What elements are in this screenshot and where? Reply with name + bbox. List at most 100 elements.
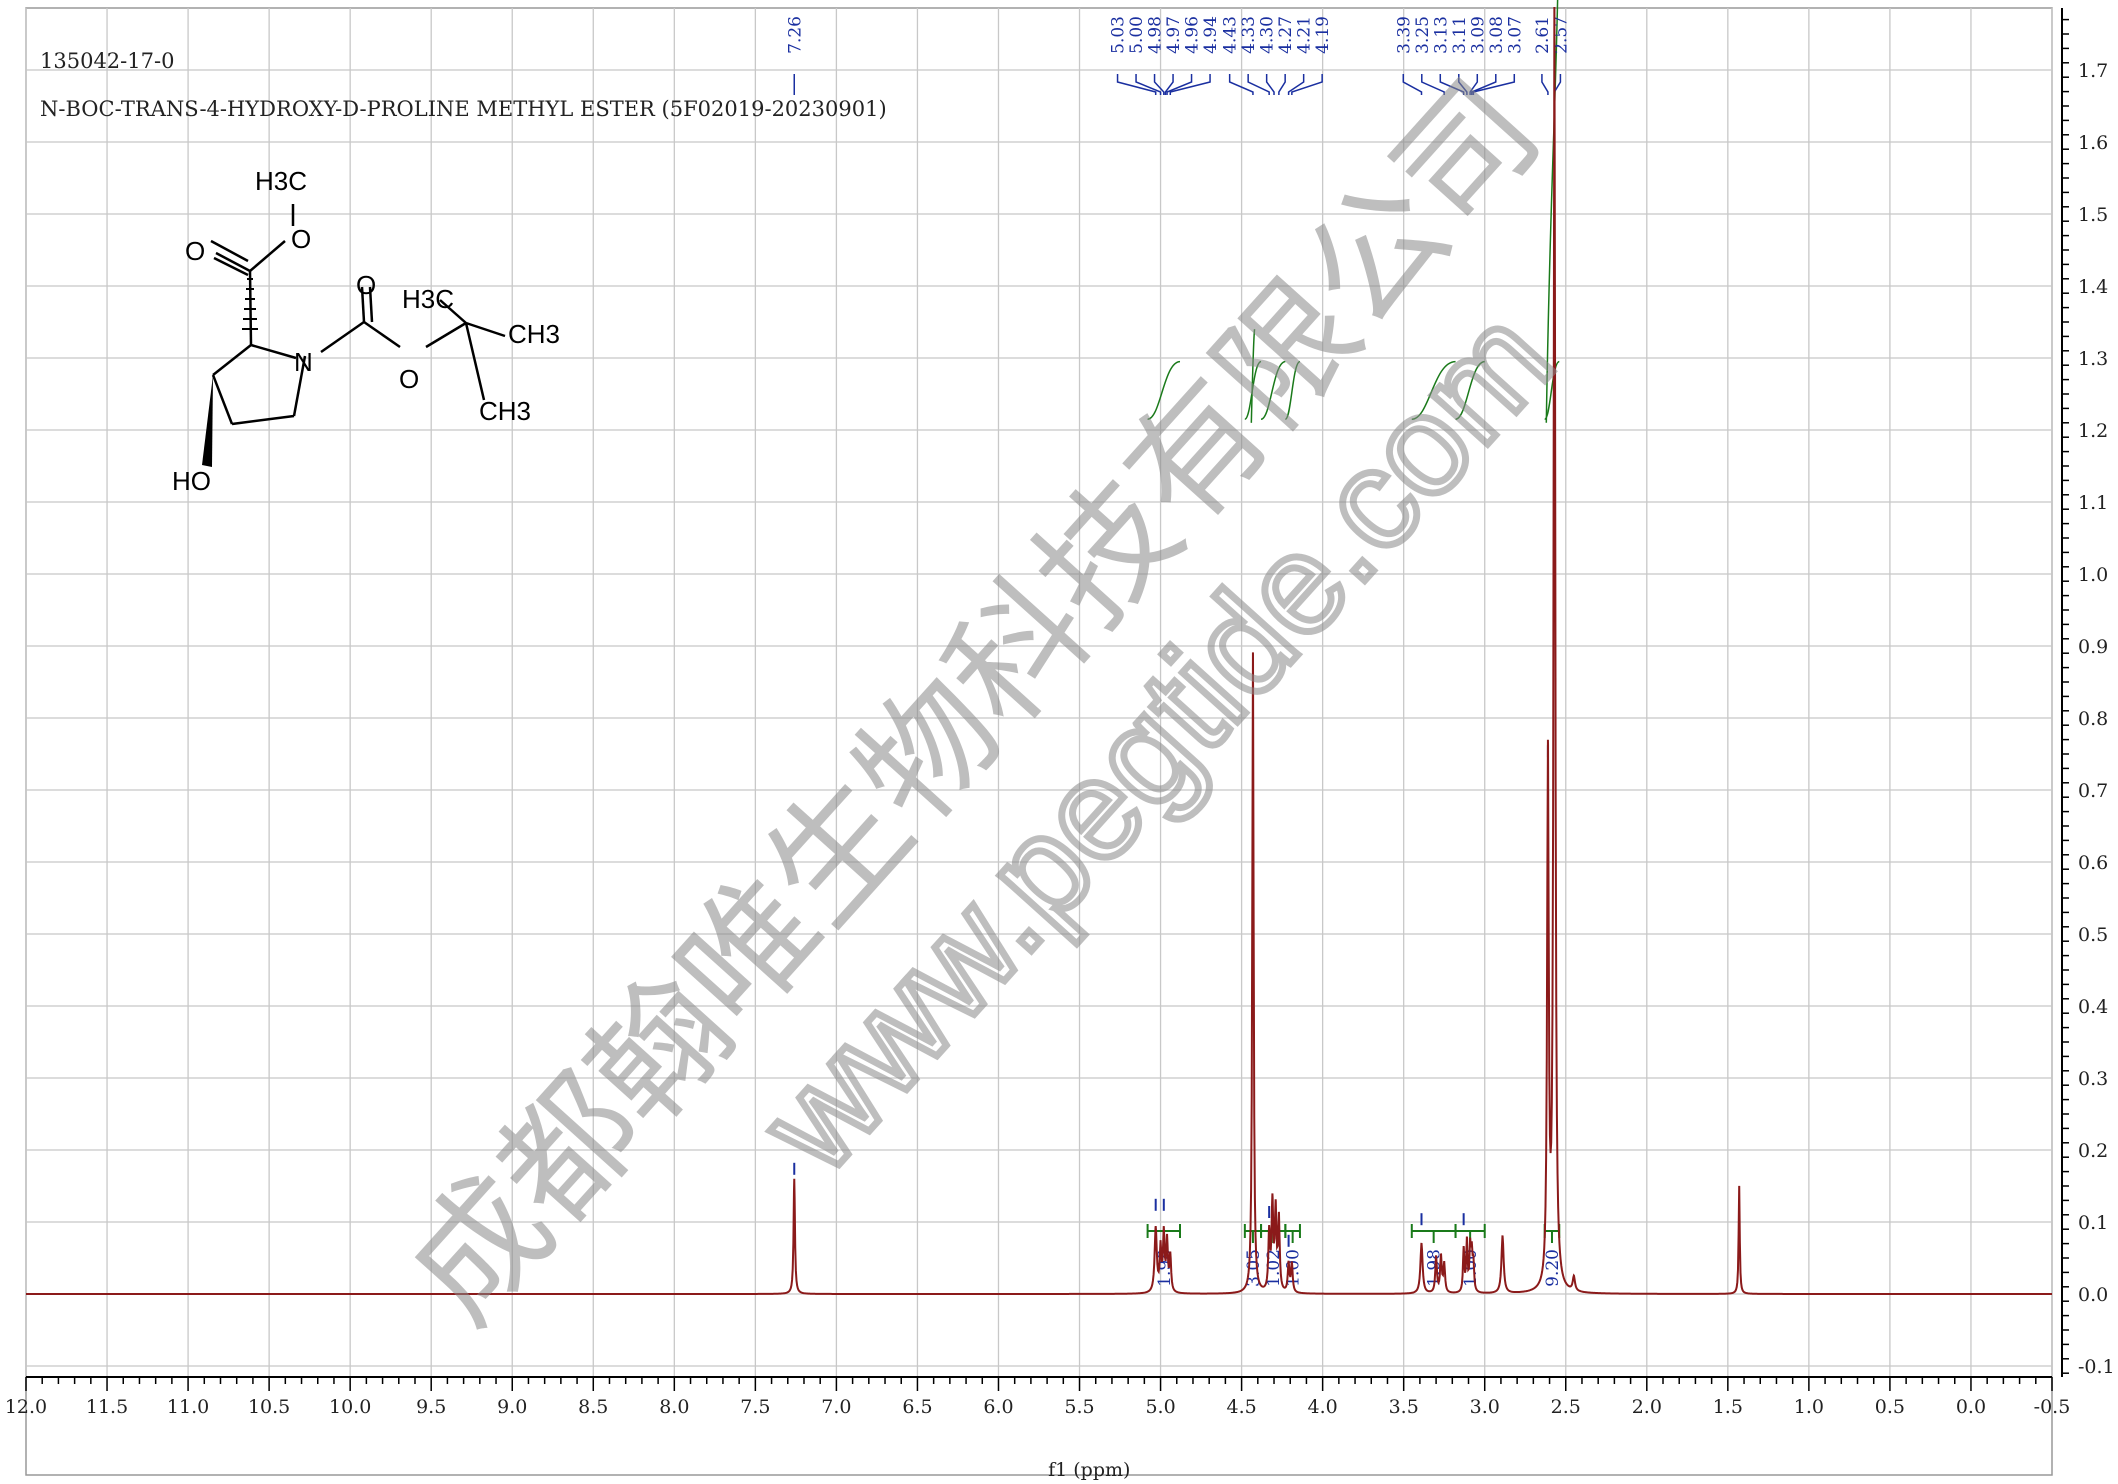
peak-label-connector [1247, 74, 1270, 95]
peak-label-connector [1228, 74, 1254, 95]
x-tick-label: 3.0 [1470, 1396, 1500, 1418]
peak-label-connector [1541, 74, 1549, 95]
peak-label: 4.94 [1201, 16, 1221, 54]
y-tick-label: 0.2 [2078, 1140, 2108, 1162]
molecule-wedges [202, 375, 213, 467]
x-tick-label: 6.0 [983, 1396, 1013, 1418]
x-tick-label: 12.0 [5, 1396, 47, 1418]
y-tick-label: 1.1 [2078, 492, 2108, 514]
x-tick-label: 1.0 [1794, 1396, 1824, 1418]
x-tick-label: 7.5 [740, 1396, 770, 1418]
peak-label: 2.61 [1533, 16, 1553, 54]
peak-label: 4.30 [1258, 16, 1278, 54]
compound-name: N-BOC-TRANS-4-HYDROXY-D-PROLINE METHYL E… [40, 97, 887, 121]
peak-label: 3.07 [1505, 16, 1525, 54]
y-tick-label: 1.7 [2078, 60, 2108, 82]
atom-label: O [399, 364, 419, 394]
x-tick-label: 8.0 [659, 1396, 689, 1418]
x-tick-label: 5.5 [1064, 1396, 1094, 1418]
y-tick-label: 0.7 [2078, 780, 2108, 802]
peak-label-connector [1439, 74, 1465, 95]
integral-curve [1284, 360, 1301, 420]
x-tick-label: 0.0 [1956, 1396, 1986, 1418]
peak-label: 3.08 [1487, 16, 1507, 54]
x-tick-label: 2.5 [1551, 1396, 1581, 1418]
peak-label: 4.97 [1164, 16, 1184, 54]
x-axis-label: f1 (ppm) [1048, 1459, 1130, 1481]
molecule-hash-bond [242, 278, 258, 330]
peak-label: 4.21 [1295, 16, 1315, 54]
peak-label-connector [1166, 74, 1193, 95]
grid [25, 7, 2053, 1476]
molecule-structure [210, 204, 506, 426]
peak-label-connector [1471, 74, 1497, 95]
peak-label: 2.57 [1551, 16, 1571, 54]
peak-label-connector [1153, 74, 1165, 95]
y-axis: 1.7 1.6 1.5 1.4 1.3 1.2 1.1 1.0 0.9 0.8 0.7 0.6 0.5 0… [2061, 8, 2115, 1378]
x-tick-label: 8.5 [578, 1396, 608, 1418]
y-tick-label: 1.3 [2078, 348, 2108, 370]
integral-curve [1250, 329, 1256, 423]
x-tick-label: 4.0 [1308, 1396, 1338, 1418]
peak-label-connector [1421, 74, 1445, 95]
y-tick-label: 0.1 [2078, 1212, 2108, 1234]
atom-label: O [356, 270, 376, 300]
x-tick-label: 2.0 [1632, 1396, 1662, 1418]
integral-value: 1.00 [1284, 1249, 1304, 1287]
peak-label-connector [1265, 74, 1275, 95]
peak-label-connector [1469, 74, 1479, 95]
integral-value: 9.20 [1543, 1249, 1563, 1287]
y-tick-label: 0.8 [2078, 708, 2108, 730]
x-tick-label: 1.5 [1713, 1396, 1743, 1418]
y-tick-label: 1.2 [2078, 420, 2108, 442]
x-tick-label: 9.0 [497, 1396, 527, 1418]
x-tick-label: 10.0 [329, 1396, 371, 1418]
y-tick-label: 0.4 [2078, 996, 2108, 1018]
peak-label-connector [1278, 74, 1286, 95]
peak-label: 3.39 [1394, 16, 1414, 54]
x-tick-label: 5.0 [1145, 1396, 1175, 1418]
peak-label: 3.11 [1450, 16, 1470, 54]
x-tick-label: -0.5 [2034, 1396, 2071, 1418]
peak-label-connector [1164, 74, 1174, 95]
atom-label: HO [172, 466, 211, 496]
x-tick-label: 0.5 [1875, 1396, 1905, 1418]
y-tick-label: 0.6 [2078, 852, 2108, 874]
integral-curve [1260, 360, 1286, 420]
peak-label-connector [1291, 74, 1323, 95]
y-tick-label: 1.4 [2078, 276, 2108, 298]
peak-label: 4.98 [1146, 16, 1166, 54]
x-tick-label: 11.5 [86, 1396, 128, 1418]
peak-label-connector [1169, 74, 1211, 95]
peak-label: 4.27 [1276, 16, 1296, 54]
x-tick-label: 4.5 [1226, 1396, 1256, 1418]
peak-label: 4.43 [1221, 16, 1241, 54]
peak-label-connector [1116, 74, 1157, 95]
y-tick-label: 1.0 [2078, 564, 2108, 586]
y-tick-label: 0.3 [2078, 1068, 2108, 1090]
integral-curve [1411, 360, 1456, 420]
y-tick-label: 0.9 [2078, 636, 2108, 658]
peak-label: 7.26 [785, 16, 805, 54]
atom-label: H3C [255, 166, 307, 196]
spectrum-line [26, 7, 2052, 1295]
atom-label: CH3 [508, 319, 560, 349]
x-tick-label: 7.0 [821, 1396, 851, 1418]
peak-label: 3.25 [1413, 16, 1433, 54]
x-tick-label: 10.5 [248, 1396, 290, 1418]
x-tick-label: 11.0 [167, 1396, 209, 1418]
integral-curve [1455, 360, 1485, 420]
atom-label: O [185, 236, 205, 266]
peak-label: 5.00 [1127, 16, 1147, 54]
peak-label: 5.03 [1109, 16, 1129, 54]
atom-label: CH3 [479, 396, 531, 426]
x-tick-label: 9.5 [416, 1396, 446, 1418]
peak-label: 3.09 [1468, 16, 1488, 54]
integral-curve [1545, 0, 1559, 423]
integral-curve [1147, 360, 1181, 420]
atom-label: H3C [402, 284, 454, 314]
peak-label-group: 7.26 5.035.004.984.974.964.94 4.434.334.30… [785, 16, 1571, 1247]
cas-number: 135042-17-0 [40, 49, 174, 73]
atom-label: O [291, 224, 311, 254]
